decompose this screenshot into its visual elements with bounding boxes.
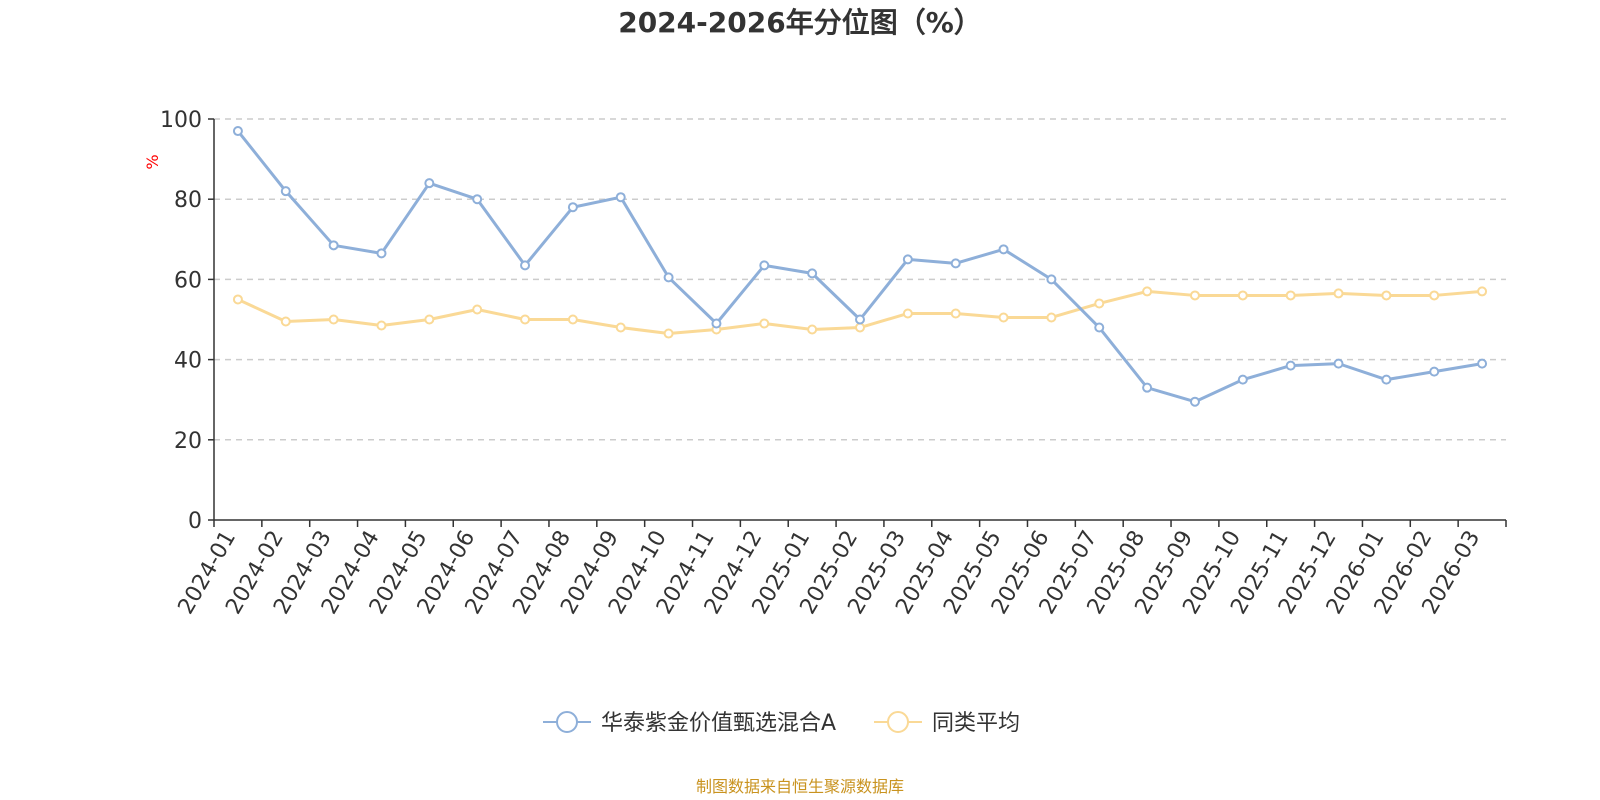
data-point[interactable]	[1094, 298, 1105, 309]
y-tick-label: 60	[174, 268, 202, 293]
data-point[interactable]	[472, 194, 483, 205]
legend-item-1[interactable]: 同类平均	[874, 711, 1020, 736]
data-point[interactable]	[520, 260, 531, 271]
data-point[interactable]	[759, 260, 770, 271]
data-point[interactable]	[1237, 374, 1248, 385]
data-point[interactable]	[1333, 288, 1344, 299]
data-point[interactable]	[711, 318, 722, 329]
data-point[interactable]	[807, 324, 818, 335]
data-point[interactable]	[663, 328, 674, 339]
data-point[interactable]	[1381, 374, 1392, 385]
data-point[interactable]	[1142, 382, 1153, 393]
data-point[interactable]	[1142, 286, 1153, 297]
y-tick-label: 0	[188, 509, 202, 534]
data-point[interactable]	[232, 294, 243, 305]
axes: 0204060801002024-012024-022024-032024-04…	[160, 108, 1507, 619]
y-tick-label: 20	[174, 429, 202, 454]
data-point[interactable]	[1429, 290, 1440, 301]
series-1	[232, 286, 1488, 339]
data-point[interactable]	[328, 240, 339, 251]
data-point[interactable]	[1333, 358, 1344, 369]
series-layer	[232, 126, 1488, 407]
source-note: 制图数据来自恒生聚源数据库	[696, 777, 904, 796]
data-point[interactable]	[663, 272, 674, 283]
legend-label: 华泰紫金价值甄选混合A	[601, 711, 836, 736]
data-point[interactable]	[328, 314, 339, 325]
legend-item-0[interactable]: 华泰紫金价值甄选混合A	[543, 711, 836, 736]
data-point[interactable]	[1046, 274, 1057, 285]
data-point[interactable]	[855, 314, 865, 325]
data-point[interactable]	[902, 254, 913, 265]
data-point[interactable]	[1046, 312, 1057, 323]
data-point[interactable]	[280, 316, 291, 327]
data-point[interactable]	[1094, 322, 1105, 333]
data-point[interactable]	[998, 244, 1009, 255]
legend[interactable]: 华泰紫金价值甄选混合A 同类平均	[543, 711, 1020, 736]
legend-label: 同类平均	[932, 711, 1020, 736]
legend-marker	[556, 711, 578, 733]
data-point[interactable]	[1285, 360, 1296, 371]
y-tick-label: 100	[160, 108, 202, 133]
series-line	[236, 130, 1483, 404]
data-point[interactable]	[902, 308, 913, 319]
data-point[interactable]	[950, 258, 961, 269]
data-point[interactable]	[1189, 290, 1200, 301]
data-point[interactable]	[567, 202, 578, 213]
data-point[interactable]	[1285, 290, 1296, 301]
data-point[interactable]	[759, 318, 770, 329]
data-point[interactable]	[567, 314, 578, 325]
data-point[interactable]	[520, 314, 531, 325]
data-point[interactable]	[1381, 290, 1392, 301]
legend-marker	[887, 711, 909, 733]
data-point[interactable]	[998, 312, 1009, 323]
data-point[interactable]	[855, 322, 865, 333]
y-tick-label: 80	[174, 188, 202, 213]
data-point[interactable]	[1477, 358, 1488, 369]
data-point[interactable]	[376, 320, 387, 331]
y-axis-unit: %	[143, 154, 162, 169]
data-point[interactable]	[376, 248, 387, 259]
series-0	[232, 126, 1488, 407]
grid-lines	[214, 118, 1506, 441]
data-point[interactable]	[1189, 396, 1200, 407]
data-point[interactable]	[1477, 286, 1488, 297]
data-point[interactable]	[280, 186, 291, 197]
data-point[interactable]	[424, 314, 435, 325]
y-tick-label: 40	[174, 349, 202, 374]
chart-title: 2024-2026年分位图（%）	[618, 6, 982, 39]
data-point[interactable]	[424, 178, 435, 189]
data-point[interactable]	[472, 304, 483, 315]
data-point[interactable]	[807, 268, 818, 279]
data-point[interactable]	[615, 322, 626, 333]
data-point[interactable]	[1429, 366, 1440, 377]
data-point[interactable]	[615, 192, 626, 203]
data-point[interactable]	[232, 126, 243, 137]
data-point[interactable]	[950, 308, 961, 319]
data-point[interactable]	[1237, 290, 1248, 301]
